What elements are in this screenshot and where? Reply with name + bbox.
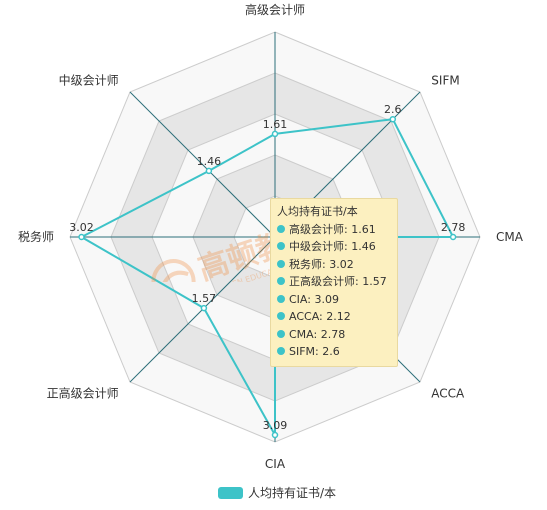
data-value-label: 2.6 [384, 103, 402, 116]
tooltip-row-text: 税务师: 3.02 [289, 257, 354, 271]
tooltip-row-text: SIFM: 2.6 [289, 345, 340, 358]
tooltip-marker-icon [277, 329, 285, 338]
data-value-label: 2.78 [441, 221, 466, 234]
tooltip-row-text: CIA: 3.09 [289, 292, 339, 306]
tooltip-marker-icon [277, 242, 285, 250]
tooltip-row: CMA: 2.78 [277, 326, 391, 344]
data-value-label: 1.61 [263, 118, 288, 131]
tooltip-marker-icon [277, 259, 285, 268]
tooltip-row: CIA: 3.09 [277, 291, 391, 309]
tooltip-title: 人均持有证书/本 [277, 205, 358, 218]
tooltip-marker-icon [277, 224, 285, 233]
chart-legend[interactable]: 人均持有证书/本 [218, 484, 336, 500]
tooltip-row-text: CMA: 2.78 [289, 327, 346, 341]
tooltip-row-text: 中级会计师: 1.46 [289, 240, 376, 253]
radar-axis-line [129, 91, 276, 238]
data-value-label: 1.46 [197, 155, 222, 168]
tooltip-rows: 高级会计师: 1.61 中级会计师: 1.46 税务师: 3.02 正高级会计师: 1… [277, 221, 391, 361]
tooltip-row: 高级会计师: 1.61 [277, 221, 391, 239]
tooltip-marker-icon [277, 277, 285, 285]
legend-swatch[interactable] [218, 487, 243, 499]
tooltip-row: 中级会计师: 1.46 [277, 238, 391, 256]
data-point [78, 233, 85, 241]
axis-name-label: ACCA [431, 386, 465, 400]
legend-label[interactable]: 人均持有证书/本 [248, 486, 337, 500]
axis-name-label: 正高级会计师 [47, 385, 119, 400]
axis-name-label: 高级会计师 [245, 2, 305, 17]
data-value-label: 3.09 [263, 419, 288, 432]
chart-tooltip: 人均持有证书/本 高级会计师: 1.61 中级会计师: 1.46 税务师: 3.02… [270, 198, 398, 367]
data-point [271, 431, 279, 439]
axis-name-label: CIA [265, 457, 286, 471]
tooltip-row: 正高级会计师: 1.57 [277, 273, 391, 291]
data-point [205, 167, 213, 175]
tooltip-marker-icon [277, 294, 285, 303]
data-point [200, 304, 208, 312]
data-value-label: 1.57 [192, 292, 217, 305]
tooltip-row: SIFM: 2.6 [277, 343, 391, 361]
tooltip-marker-icon [277, 312, 285, 320]
tooltip-row-text: 高级会计师: 1.61 [289, 222, 376, 236]
tooltip-row-text: ACCA: 2.12 [289, 310, 351, 323]
data-value-label: 3.02 [69, 221, 94, 234]
tooltip-row-text: 正高级会计师: 1.57 [289, 275, 387, 288]
axis-name-label: CMA [496, 230, 524, 244]
radar-series [78, 115, 457, 439]
tooltip-row: ACCA: 2.12 [277, 308, 391, 326]
radar-labels: 高级会计师 SIFM CMA ACCA CIA 正高级会计师 税务师 中级会计师 1.61 2.6… [18, 2, 524, 471]
data-point [389, 115, 397, 123]
axis-name-label: SIFM [431, 74, 459, 88]
tooltip-row: 税务师: 3.02 [277, 256, 391, 274]
tooltip-marker-icon [277, 347, 285, 355]
data-point [271, 130, 279, 138]
axis-name-label: 中级会计师 [59, 73, 119, 88]
data-point [449, 233, 457, 241]
axis-name-label: 税务师 [18, 229, 54, 244]
